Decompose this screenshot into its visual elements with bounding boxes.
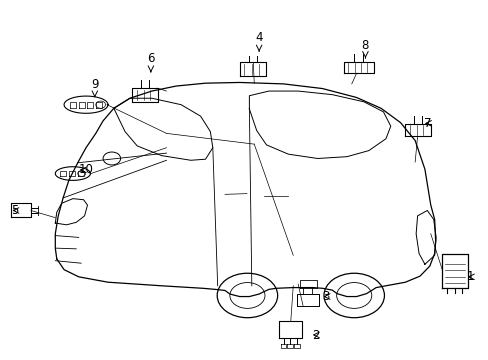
Text: 5: 5 bbox=[11, 204, 19, 217]
Text: 6: 6 bbox=[147, 51, 154, 64]
Text: 8: 8 bbox=[361, 39, 368, 51]
Text: 1: 1 bbox=[466, 270, 473, 283]
Text: 4: 4 bbox=[255, 31, 263, 44]
Text: 9: 9 bbox=[91, 78, 99, 91]
Text: 3: 3 bbox=[322, 290, 329, 303]
Text: 10: 10 bbox=[79, 163, 93, 176]
Text: 2: 2 bbox=[311, 329, 319, 342]
Text: 7: 7 bbox=[423, 117, 430, 130]
